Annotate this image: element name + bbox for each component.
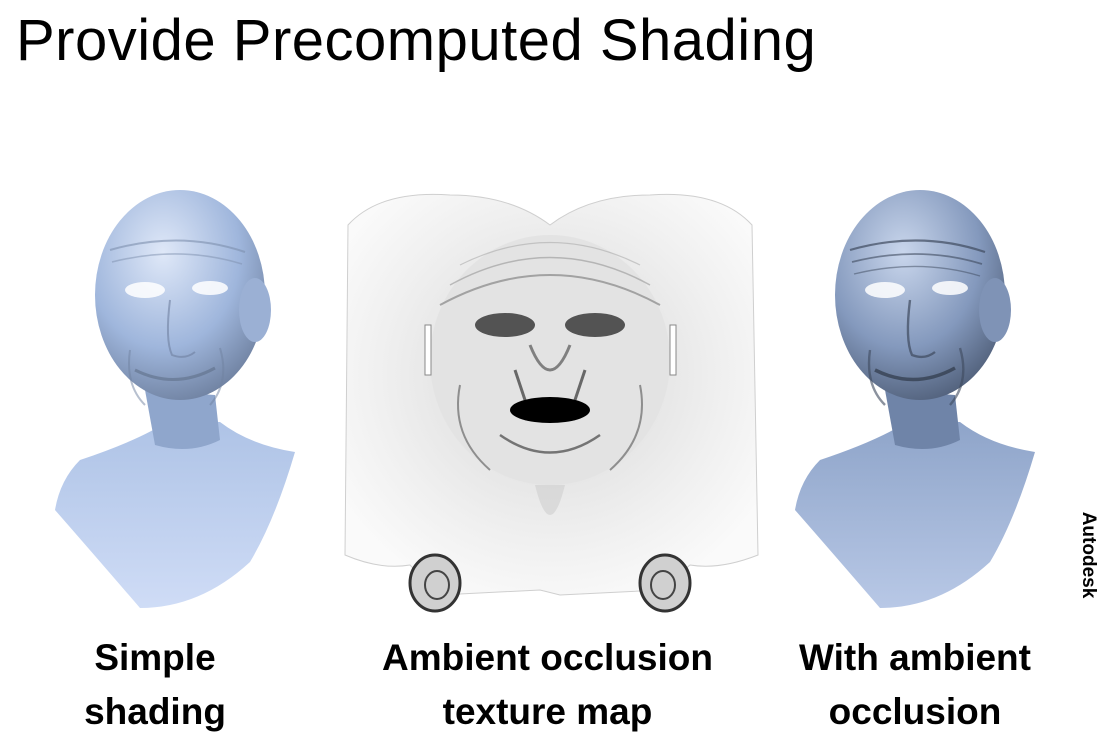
slide-title: Provide Precomputed Shading (16, 8, 817, 73)
caption-line: Ambient occlusion (382, 637, 713, 678)
caption-with-ambient-occlusion: With ambient occlusion (780, 631, 1050, 739)
simple-shading-bust-image (55, 190, 295, 608)
caption-ambient-occlusion-map: Ambient occlusion texture map (360, 631, 735, 739)
caption-line: With ambient (799, 637, 1031, 678)
image-credit: Autodesk (1070, 500, 1105, 610)
credit-text: Autodesk (1078, 511, 1099, 599)
caption-line: occlusion (828, 691, 1002, 732)
caption-line: Simple (94, 637, 216, 678)
caption-line: texture map (442, 691, 653, 732)
caption-line: shading (84, 691, 226, 732)
ambient-occlusion-shaded-bust-image (795, 190, 1035, 608)
caption-simple-shading: Simple shading (55, 631, 255, 739)
ambient-occlusion-texture-map-image (344, 193, 759, 613)
